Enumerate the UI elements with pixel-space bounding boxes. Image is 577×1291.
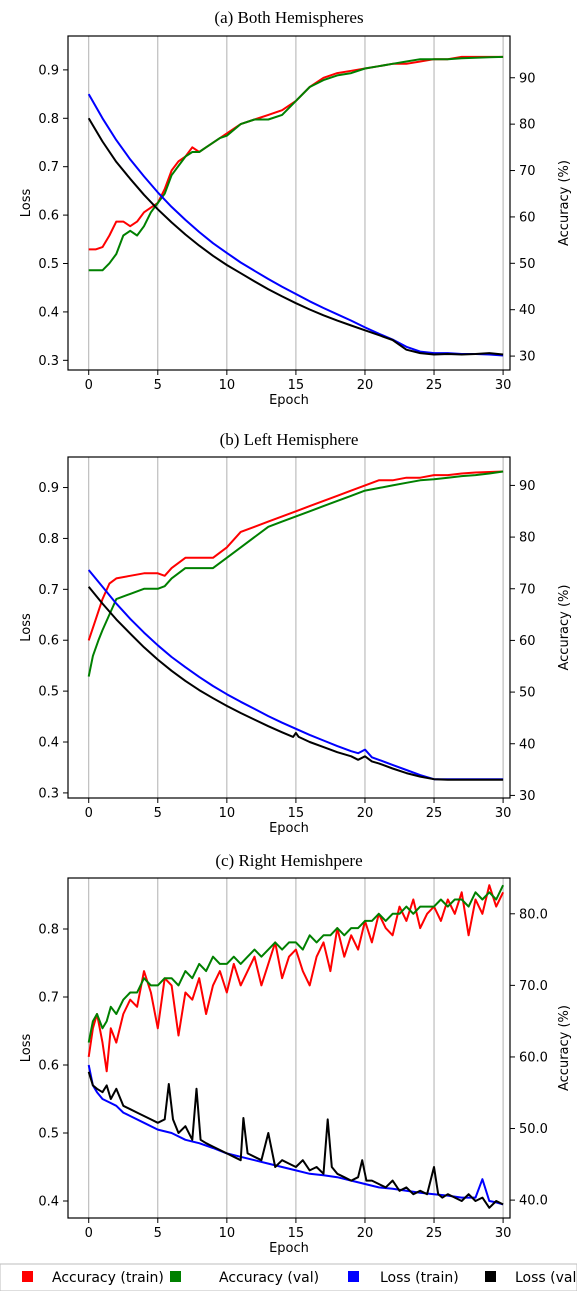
series-line-accuracy-val — [87, 470, 504, 677]
y-tick-label: 0.6 — [38, 209, 59, 224]
chart-title: (b) Left Hemisphere — [220, 430, 359, 449]
y-tick-label: 0.6 — [38, 1059, 59, 1074]
x-tick-label: 10 — [219, 806, 236, 821]
y2-tick-label: 90 — [519, 479, 536, 494]
x-tick-label: 5 — [154, 378, 162, 393]
y2-tick-label: 80 — [519, 531, 536, 546]
y-axis-label: Loss — [19, 189, 34, 218]
plot-frame — [67, 456, 511, 799]
series-line-loss-val — [87, 586, 504, 781]
x-tick-label: 30 — [495, 378, 512, 393]
x-tick-label: 25 — [426, 378, 443, 393]
x-tick-label: 25 — [426, 806, 443, 821]
y2-tick-label: 70 — [519, 164, 536, 179]
series-line-accuracy-train — [87, 884, 505, 1073]
series-line-accuracy-train — [88, 55, 504, 251]
y2-axis-label: Accuracy (%) — [557, 1005, 572, 1091]
y2-axis-label: Accuracy (%) — [557, 585, 572, 671]
y-tick-label: 0.5 — [38, 1127, 59, 1142]
legend-label-loss-train: Loss (train) — [380, 1270, 459, 1286]
y2-axis-label: Accuracy (%) — [557, 160, 572, 246]
x-tick-label: 15 — [288, 378, 305, 393]
legend-label-accuracy-val: Accuracy (val) — [219, 1270, 319, 1286]
x-tick-label: 15 — [288, 806, 305, 821]
x-tick-label: 20 — [357, 806, 374, 821]
legend-swatch-accuracy-val — [170, 1271, 181, 1282]
x-tick-label: 0 — [85, 378, 93, 393]
panel-both-hemispheres: (a) Both Hemispheres 0 5 10 15 20 25 30 0.3 0.4 0.… — [19, 8, 572, 408]
y2-tick-label: 50.0 — [519, 1122, 548, 1137]
legend-swatch-loss-val — [485, 1271, 496, 1282]
y-tick-label: 0.3 — [38, 354, 59, 369]
y2-tick-label: 40 — [519, 737, 536, 752]
legend-swatch-loss-train — [348, 1271, 359, 1282]
x-tick-label: 10 — [219, 1226, 236, 1241]
y-tick-label: 0.8 — [38, 923, 59, 938]
y2-tick-label: 40 — [519, 303, 536, 318]
y2-tick-label: 60 — [519, 634, 536, 649]
y2-tick-label: 70 — [519, 582, 536, 597]
panel-left-hemisphere: (b) Left Hemisphere 0 5 10 15 20 25 30 0.3 0.4 0.5… — [19, 430, 572, 836]
legend: Accuracy (train) Accuracy (val) Loss (tr… — [0, 1263, 577, 1291]
series-line-loss-train — [87, 93, 504, 357]
y2-tick-label: 80 — [519, 118, 536, 133]
y-axis-label: Loss — [19, 613, 34, 642]
plot-frame — [67, 35, 511, 371]
series-line-accuracy-val — [87, 884, 505, 1043]
y2-tick-label: 40.0 — [519, 1194, 548, 1209]
series-line-loss-val — [87, 117, 504, 356]
y-tick-label: 0.7 — [38, 583, 59, 598]
x-tick-label: 5 — [154, 806, 162, 821]
x-tick-label: 30 — [495, 1226, 512, 1241]
legend-frame — [0, 1263, 577, 1291]
x-tick-label: 30 — [495, 806, 512, 821]
y-tick-label: 0.9 — [38, 63, 59, 78]
chart-title: (c) Right Hemishpere — [215, 851, 362, 870]
x-tick-label: 10 — [219, 378, 236, 393]
panel-right-hemisphere: (c) Right Hemishpere 0 5 10 15 20 25 30 0.4 0.5 0.… — [19, 851, 572, 1256]
y2-tick-label: 30 — [519, 789, 536, 804]
y2-tick-label: 90 — [519, 71, 536, 86]
series-line-loss-train — [87, 1064, 504, 1206]
x-tick-label: 15 — [288, 1226, 305, 1241]
y-tick-label: 0.3 — [38, 786, 59, 801]
legend-swatch-accuracy-train — [22, 1271, 33, 1282]
y-tick-label: 0.5 — [38, 685, 59, 700]
y-tick-label: 0.7 — [38, 160, 59, 175]
y-tick-label: 0.7 — [38, 991, 59, 1006]
x-axis-label: Epoch — [269, 1241, 309, 1256]
y2-tick-label: 60 — [519, 210, 536, 225]
y-tick-label: 0.4 — [38, 1195, 59, 1210]
y-tick-label: 0.6 — [38, 634, 59, 649]
y2-tick-label: 50 — [519, 257, 536, 272]
series-line-accuracy-val — [88, 55, 504, 272]
chart-title: (a) Both Hemispheres — [214, 8, 363, 27]
y2-tick-label: 30 — [519, 350, 536, 365]
plot-frame — [67, 877, 511, 1219]
x-tick-label: 25 — [426, 1226, 443, 1241]
x-axis-label: Epoch — [269, 393, 309, 408]
y-axis-label: Loss — [19, 1034, 34, 1063]
legend-label-loss-val: Loss (val) — [515, 1270, 577, 1286]
y2-tick-label: 70.0 — [519, 979, 548, 994]
y2-tick-label: 80.0 — [519, 907, 548, 922]
x-tick-label: 5 — [154, 1226, 162, 1241]
y-tick-label: 0.8 — [38, 112, 59, 127]
y-tick-label: 0.4 — [38, 305, 59, 320]
x-tick-label: 20 — [357, 1226, 374, 1241]
y-tick-label: 0.9 — [38, 481, 59, 496]
series-line-accuracy-train — [87, 470, 504, 641]
x-tick-label: 0 — [85, 806, 93, 821]
y-tick-label: 0.8 — [38, 532, 59, 547]
x-tick-label: 0 — [85, 1226, 93, 1241]
series-line-loss-val — [87, 1071, 504, 1209]
x-axis-label: Epoch — [269, 821, 309, 836]
y-tick-label: 0.4 — [38, 736, 59, 751]
legend-label-accuracy-train: Accuracy (train) — [52, 1270, 164, 1286]
y2-tick-label: 60.0 — [519, 1050, 548, 1065]
x-tick-label: 20 — [357, 378, 374, 393]
y2-tick-label: 50 — [519, 686, 536, 701]
y-tick-label: 0.5 — [38, 257, 59, 272]
